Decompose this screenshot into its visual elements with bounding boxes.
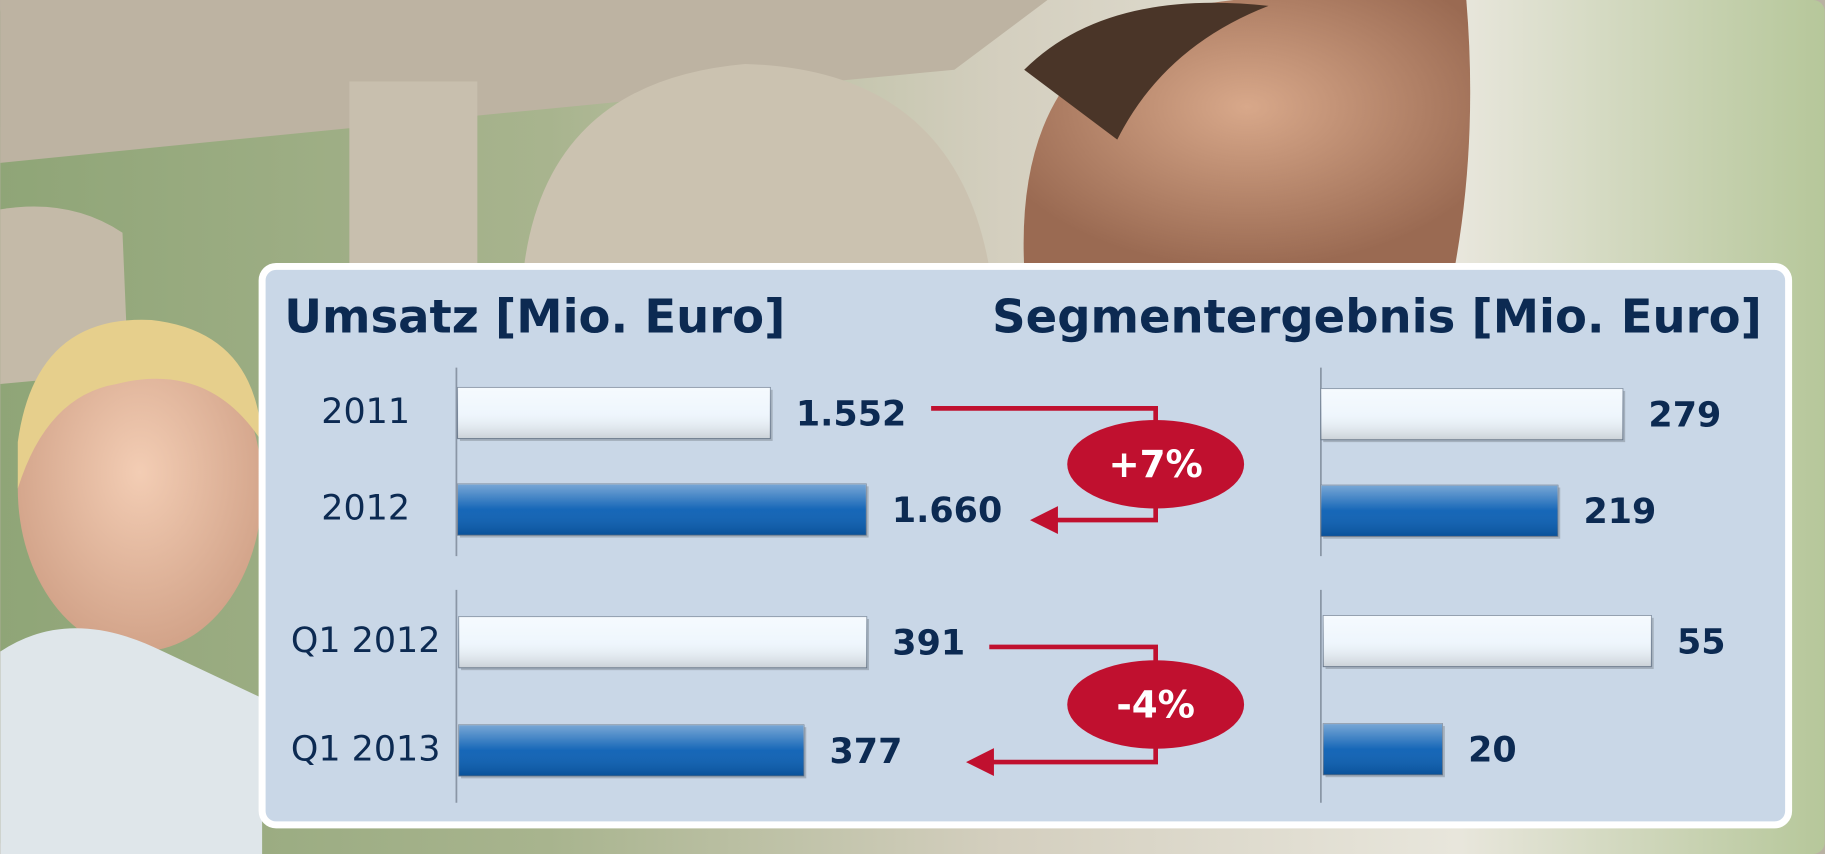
change-badge xyxy=(1067,420,1245,509)
arrow-head xyxy=(1030,506,1058,535)
value-label: 55 xyxy=(1677,622,1726,662)
bar-shine xyxy=(457,387,771,439)
change-label: -4% xyxy=(1116,682,1195,726)
arrow-head xyxy=(966,748,994,777)
bar-shine xyxy=(457,484,867,536)
change-label: +7% xyxy=(1108,442,1202,486)
bar-shine xyxy=(458,616,867,668)
value-label: 219 xyxy=(1584,492,1657,532)
chart-title: Segmentergebnis [Mio. Euro] xyxy=(992,289,1762,343)
bar-shine xyxy=(1323,615,1652,667)
bar-shine xyxy=(1320,388,1623,440)
change-badge xyxy=(1067,660,1245,749)
bar-shine xyxy=(1320,485,1558,537)
category-label: Q1 2013 xyxy=(291,729,441,769)
value-label: 20 xyxy=(1468,731,1517,771)
value-label: 279 xyxy=(1648,396,1721,436)
bar-shine xyxy=(458,724,804,777)
value-label: 1.552 xyxy=(796,394,906,434)
value-label: 377 xyxy=(830,732,903,772)
category-label: 2011 xyxy=(321,392,410,432)
value-label: 391 xyxy=(892,624,965,664)
chart-title: Umsatz [Mio. Euro] xyxy=(284,289,785,343)
value-label: 1.660 xyxy=(892,491,1002,531)
category-label: 2012 xyxy=(321,489,410,529)
bar-shine xyxy=(1323,723,1443,775)
category-label: Q1 2012 xyxy=(291,621,441,661)
